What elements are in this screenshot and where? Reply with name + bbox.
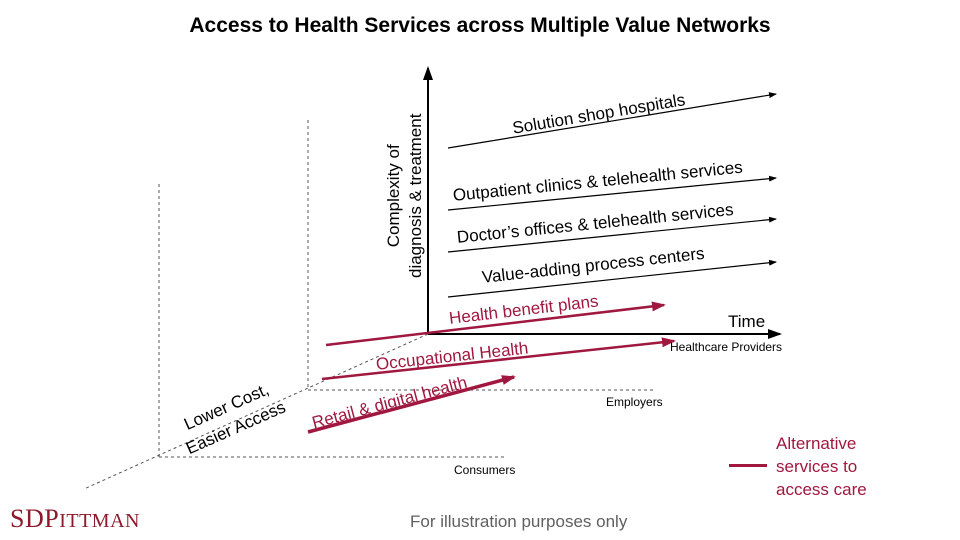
legend-line2: services to [776,457,858,476]
y-axis-label-line2: diagnosis & treatment [406,113,425,278]
solution-shop-arrow [447,92,777,149]
provider-network-arrows [447,92,777,298]
process-centers-arrow [447,259,777,298]
employers-label: Employers [606,395,663,409]
retail-digital-arrow [307,375,516,434]
logo-part1: SDP [10,504,60,533]
consumers-label: Consumers [454,463,516,477]
occupational-health-arrow [321,337,676,381]
x-axis-label: Time [728,312,766,331]
slide-title: Access to Health Services across Multipl… [189,14,771,37]
legend-line3: access care [776,480,867,499]
health-benefit-plans-arrow [325,301,666,347]
alternative-network-arrows [307,301,676,434]
sdpittman-logo: SDPITTMAN [10,504,140,534]
healthcare-providers-label: Healthcare Providers [670,340,783,354]
depth-axis [83,333,429,490]
legend-line1: Alternative [776,434,857,453]
outpatient-arrow [447,175,777,211]
footer-note: For illustration purposes only [410,512,628,531]
legend-swatch [729,464,767,467]
doctors-offices-arrow [447,216,777,253]
y-axis-label: Complexity of diagnosis & treatment [383,114,427,278]
legend-text: Alternative services to access care [776,432,867,501]
dashed-planes [83,120,655,490]
y-axis-label-line1: Complexity of [384,144,403,248]
logo-part2: ITTMAN [59,510,140,532]
